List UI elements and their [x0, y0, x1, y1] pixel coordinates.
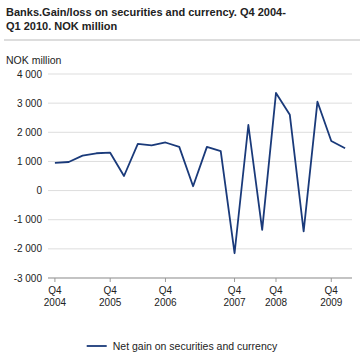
grid-line — [48, 278, 352, 279]
x-tick-label-line: Q4 — [269, 285, 283, 296]
legend-label: Net gain on securities and currency — [113, 340, 278, 352]
grid-line — [48, 219, 352, 220]
x-axis: Q42004Q42005Q42006Q42007Q42008Q42009 — [44, 278, 343, 308]
x-tick-label: Q42004 — [44, 285, 67, 308]
grid-line — [48, 132, 352, 133]
title-line: Banks.Gain/loss on securities and curren… — [6, 6, 286, 18]
y-tick-label: 0 — [36, 185, 42, 196]
x-tick-label: Q42009 — [320, 285, 343, 308]
y-tick-label: 3 000 — [17, 98, 42, 109]
x-tick — [54, 278, 55, 282]
title-rule — [4, 40, 360, 41]
x-tick-label-line: 2005 — [99, 297, 122, 308]
series-line — [55, 93, 345, 253]
x-tick-label-line: Q4 — [104, 285, 118, 296]
y-axis: -3 000 -2 000 -1 000 0 1 000 2 000 3 000 4 000 — [14, 69, 43, 284]
x-tick-label-line: Q4 — [48, 285, 62, 296]
x-tick-label: Q42005 — [99, 285, 122, 308]
x-tick-label-line: Q4 — [159, 285, 173, 296]
grid — [48, 74, 352, 278]
x-tick-label: Q42006 — [154, 285, 177, 308]
y-tick-label: 2 000 — [17, 127, 42, 138]
x-tick — [234, 278, 235, 282]
x-tick-label-line: 2006 — [154, 297, 177, 308]
x-tick-label-line: Q4 — [228, 285, 242, 296]
y-tick-label: 1 000 — [17, 156, 42, 167]
y-tick-label: -3 000 — [14, 273, 43, 284]
grid-line — [48, 161, 352, 162]
x-tick-label-line: 2004 — [44, 297, 67, 308]
legend: Net gain on securities and currency — [87, 340, 278, 352]
x-tick — [276, 278, 277, 282]
x-tick-label-line: Q4 — [325, 285, 339, 296]
legend-swatch — [87, 345, 107, 347]
chart: Banks.Gain/loss on securities and curren… — [0, 0, 364, 360]
y-tick-label: -2 000 — [14, 243, 43, 254]
plot-area — [55, 93, 345, 253]
y-tick-label: 4 000 — [17, 69, 42, 80]
title-line: Q1 2010. NOK million — [6, 20, 118, 32]
x-tick-label: Q42007 — [223, 285, 246, 308]
x-tick-label: Q42008 — [265, 285, 288, 308]
grid-line — [48, 103, 352, 104]
grid-line — [48, 190, 352, 191]
x-tick-label-line: 2007 — [223, 297, 246, 308]
y-tick-label: -1 000 — [14, 214, 43, 225]
x-tick — [110, 278, 111, 282]
x-tick-label-line: 2009 — [320, 297, 343, 308]
x-tick — [165, 278, 166, 282]
y-axis-label: NOK million — [6, 54, 62, 66]
x-tick — [331, 278, 332, 282]
grid-line — [48, 248, 352, 249]
title: Banks.Gain/loss on securities and curren… — [6, 6, 286, 32]
x-tick-label-line: 2008 — [265, 297, 288, 308]
x-axis-line — [48, 278, 352, 279]
grid-line — [48, 74, 352, 75]
